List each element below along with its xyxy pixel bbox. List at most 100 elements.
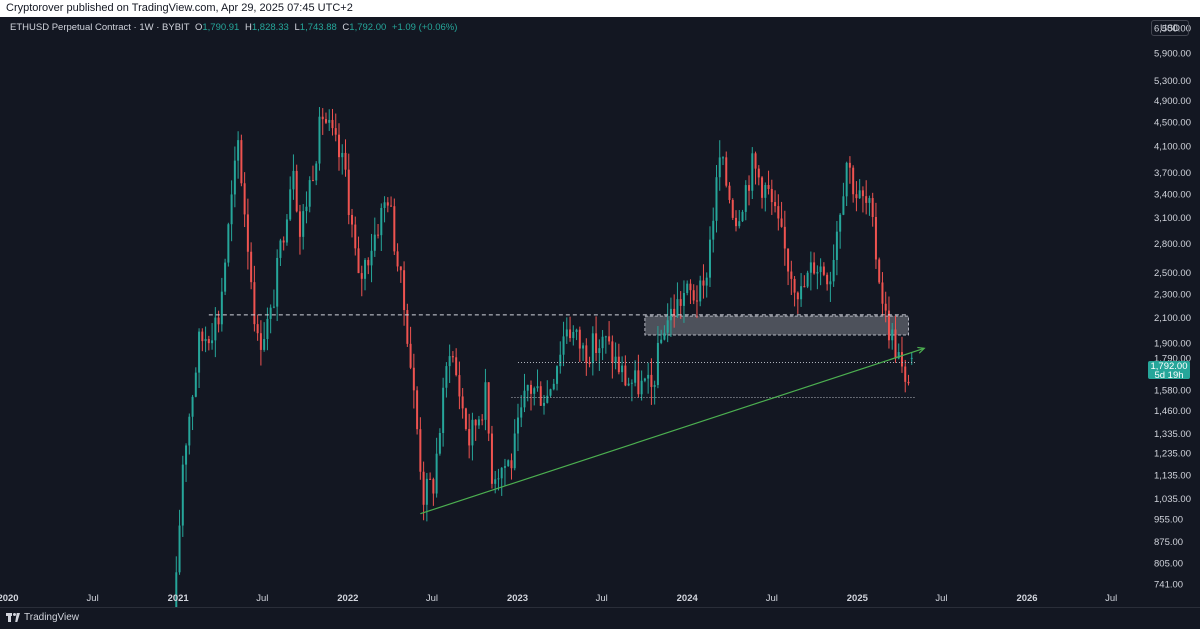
candle-body [842,196,845,215]
candle-body [721,157,724,159]
y-tick-label: 4,900.00 [1154,96,1191,107]
candle-body [357,248,360,274]
candle-body [565,329,568,337]
candle-body [624,365,627,386]
candle-body [513,433,516,469]
tradingview-brand[interactable]: TradingView [6,612,79,623]
candle-body [793,278,796,293]
y-tick-label: 2,100.00 [1154,313,1191,324]
y-tick-label: 2,300.00 [1154,289,1191,300]
candle-body [276,257,279,307]
candle-body [634,370,637,383]
x-tick-label: 2023 [507,593,528,604]
candle-body [318,116,321,164]
candle-body [409,343,412,368]
candle-body [311,180,314,182]
y-tick-label: 5,900.00 [1154,48,1191,59]
current-price-value: 1,792.00 [1150,361,1188,372]
candle-body [546,395,549,403]
candle-body [741,211,744,222]
candle-body [383,202,386,208]
candle-body [185,445,188,465]
candle-body [718,157,721,178]
candle-body [868,198,871,203]
y-tick-label: 955.00 [1154,515,1183,526]
candle-body [543,402,546,406]
candle-body [510,460,513,469]
candle-body [328,119,331,123]
y-tick-label: 3,400.00 [1154,189,1191,200]
candle-body [347,169,350,215]
candle-body [884,303,887,311]
candle-body [211,340,214,344]
close-label: C [342,22,350,33]
candle-body [396,251,399,267]
candle-body [761,177,764,198]
candle-body [595,333,598,354]
candle-body [188,416,191,446]
candle-body [735,217,738,227]
candle-body [481,419,484,421]
candle-body [813,262,816,274]
candle-body [360,273,363,279]
candle-body [601,336,604,349]
candle-body [259,333,262,350]
tradingview-logo-icon [6,613,20,622]
candle-body [520,407,523,418]
candle-body [516,417,519,434]
candle-body [608,336,611,342]
candle-body [731,199,734,218]
candle-body [894,329,897,359]
candle-body [809,262,812,273]
low-label: L [294,22,300,33]
x-tick-label: Jul [426,593,438,604]
candle-body [217,317,220,325]
trendline-arrowhead-icon [917,346,926,354]
candle-body [204,338,207,342]
candle-body [748,185,751,191]
candle-body [523,390,526,408]
candle-body [614,356,617,363]
candle-body [556,366,559,384]
candle-body [712,220,715,240]
currency-button[interactable]: USD [1151,20,1189,36]
candle-body [438,433,441,454]
open-label: O [194,22,203,33]
ascending-trendline[interactable] [420,347,925,515]
candle-body [256,324,259,334]
candle-body [569,329,572,339]
candle-body [351,214,354,225]
candle-body [637,370,640,395]
candle-body [604,336,607,338]
symbol-label[interactable]: ETHUSD Perpetual Contract · 1W · BYBIT [10,22,190,33]
candle-body [611,341,614,363]
candle-body [292,170,295,190]
candle-body [751,153,754,191]
candle-body [702,280,705,286]
y-tick-label: 1,335.00 [1154,429,1191,440]
candle-body [529,384,532,394]
y-tick-label: 1,900.00 [1154,338,1191,349]
candle-body [803,286,806,288]
current-price-badge: 1,792.00 5d 19h [1148,361,1190,380]
candle-body [858,190,861,199]
supply-zone[interactable] [644,315,909,336]
candle-body [364,259,367,279]
candle-body [315,163,318,181]
candle-body [272,306,275,308]
y-tick-label: 3,700.00 [1154,168,1191,179]
x-tick-label: Jul [1105,593,1117,604]
candle-body [829,281,832,285]
candle-body [416,390,419,430]
candle-body [494,479,497,484]
candle-body [878,259,881,283]
candle-body [643,378,646,381]
candle-body [233,160,236,195]
y-tick-label: 1,035.00 [1154,494,1191,505]
candle-body [819,266,822,273]
y-tick-label: 1,580.00 [1154,386,1191,397]
candle-body [246,214,249,252]
candle-body [181,464,184,526]
